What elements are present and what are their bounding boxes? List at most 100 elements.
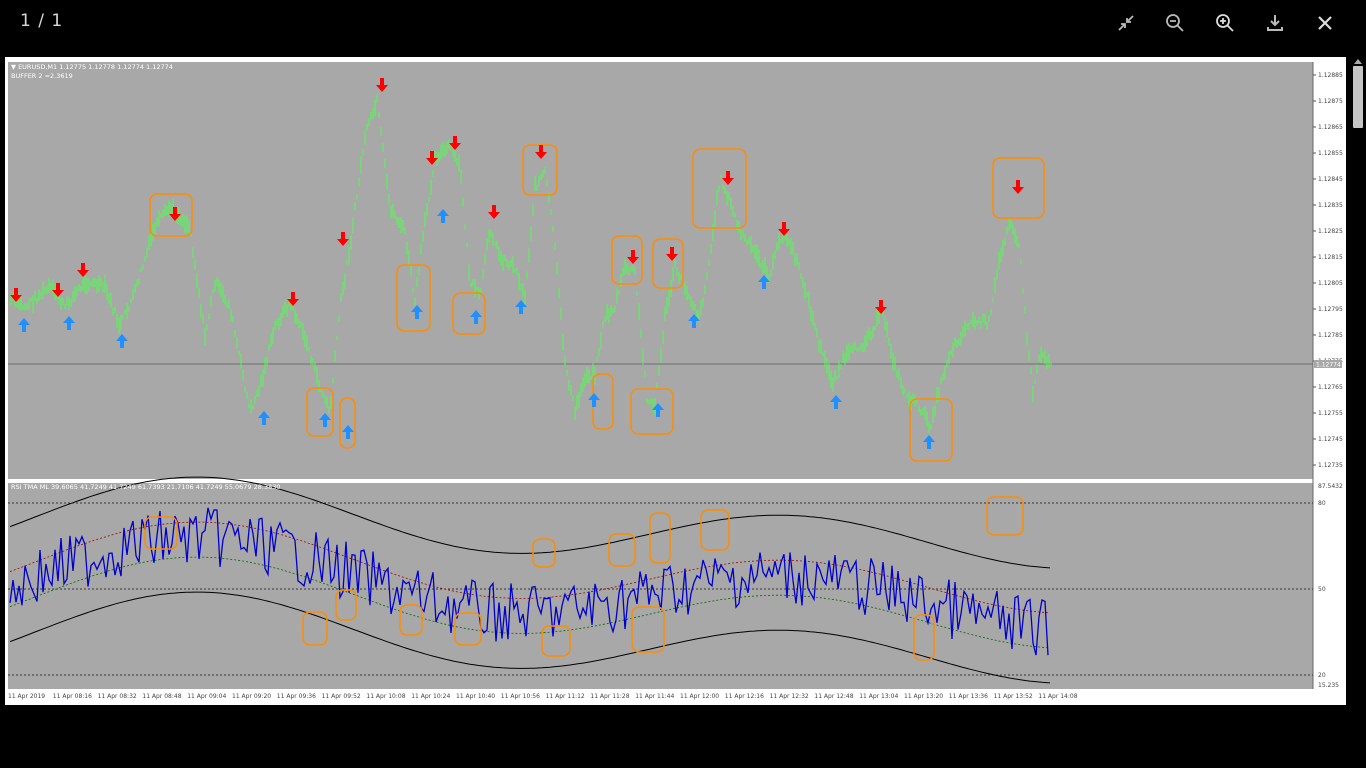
current-price-tag — [1314, 360, 1342, 368]
rsi-line — [9, 507, 1049, 656]
time-tick-label: 11 Apr 13:36 — [949, 693, 988, 700]
time-tick-label: 11 Apr 12:00 — [680, 693, 719, 700]
sell-arrow-icon — [426, 151, 438, 165]
highlight-box — [611, 235, 643, 285]
sell-arrow-icon — [627, 250, 639, 264]
sell-arrow-icon — [1012, 180, 1024, 194]
zoom-out-icon — [1166, 14, 1184, 32]
scrollbar-thumb[interactable] — [1353, 66, 1363, 128]
sell-arrow-icon — [449, 136, 461, 150]
time-tick-label: 11 Apr 11:28 — [590, 693, 629, 700]
price-tick-label: 1.12785 — [1318, 332, 1343, 339]
page-scrollbar[interactable] — [1350, 57, 1366, 705]
rsi-tick-label: 87.5432 — [1318, 483, 1343, 490]
time-tick-label: 11 Apr 08:48 — [142, 693, 181, 700]
highlight-box — [631, 606, 665, 653]
sell-arrow-icon — [77, 263, 89, 277]
buy-arrow-icon — [652, 403, 664, 417]
time-tick-label: 11 Apr 10:08 — [366, 693, 405, 700]
buy-arrow-icon — [437, 209, 449, 223]
close-button[interactable] — [1312, 10, 1338, 36]
highlight-box — [452, 292, 486, 335]
price-tick-label: 1.12885 — [1318, 72, 1343, 79]
buy-arrow-icon — [470, 310, 482, 324]
highlight-box — [396, 264, 431, 332]
price-tick-label: 1.12805 — [1318, 280, 1343, 287]
highlight-box — [532, 538, 556, 568]
highlight-box — [649, 512, 671, 564]
scroll-up-icon[interactable] — [1353, 57, 1363, 65]
time-tick-label: 11 Apr 14:08 — [1038, 693, 1077, 700]
highlight-box — [692, 148, 747, 229]
price-tick-label: 1.12745 — [1318, 436, 1343, 443]
rsi-axis-labels: 87.5432 80 50 20 15.235 — [1318, 483, 1343, 689]
price-tick-label: 1.12865 — [1318, 124, 1343, 131]
buy-arrow-icon — [342, 425, 354, 439]
buy-arrow-icon — [758, 275, 770, 289]
highlight-box — [339, 397, 356, 449]
current-price-label: 1.12774 — [1316, 362, 1341, 369]
image-counter: 1 / 1 — [20, 11, 64, 31]
highlight-box — [630, 388, 674, 435]
download-button[interactable] — [1262, 10, 1288, 36]
zoom-in-button[interactable] — [1212, 10, 1238, 36]
rsi-tick-label: 80 — [1318, 500, 1326, 507]
sell-arrow-icon — [52, 283, 64, 297]
price-tick-label: 1.12845 — [1318, 176, 1343, 183]
time-tick-label: 11 Apr 13:20 — [904, 693, 943, 700]
sell-arrow-icon — [10, 288, 22, 302]
sell-arrow-icon — [778, 222, 790, 236]
exit-fullscreen-button[interactable] — [1113, 10, 1139, 36]
buy-arrow-icon — [63, 316, 75, 330]
time-tick-label: 11 Apr 09:36 — [277, 693, 316, 700]
price-tick-label: 1.12875 — [1318, 98, 1343, 105]
rsi-band-mid-green — [9, 556, 1051, 649]
sell-arrow-icon — [287, 292, 299, 306]
time-tick-label: 11 Apr 12:32 — [770, 693, 809, 700]
price-candles — [10, 94, 1052, 434]
time-tick-label: 11 Apr 10:24 — [411, 693, 450, 700]
time-tick-label: 11 Apr 08:32 — [98, 693, 137, 700]
time-tick-label: 11 Apr 13:52 — [994, 693, 1033, 700]
viewer-toolbar: 1 / 1 — [0, 0, 1366, 46]
zoom-in-icon — [1216, 14, 1234, 32]
highlight-box — [652, 238, 684, 289]
zoom-out-button[interactable] — [1162, 10, 1188, 36]
highlight-box — [306, 387, 334, 437]
time-tick-label: 11 Apr 11:44 — [635, 693, 674, 700]
time-tick-label: 11 Apr 13:04 — [859, 693, 898, 700]
buy-arrow-icon — [18, 318, 30, 332]
highlight-box — [700, 509, 730, 551]
sell-arrow-icon — [666, 247, 678, 261]
signal-arrows — [10, 78, 1024, 449]
time-tick-label: 11 Apr 09:52 — [322, 693, 361, 700]
highlight-box — [992, 157, 1045, 219]
image-viewer: ▼ EURUSD,M1 1.12775 1.12778 1.12774 1.12… — [5, 57, 1346, 705]
chart-symbol-header: ▼ EURUSD,M1 1.12775 1.12778 1.12774 1.12… — [11, 63, 173, 71]
rsi-bands — [9, 476, 1051, 684]
sell-arrow-icon — [376, 78, 388, 92]
buy-arrow-icon — [258, 411, 270, 425]
price-tick-label: 1.12815 — [1318, 254, 1343, 261]
buy-arrow-icon — [515, 300, 527, 314]
highlight-box — [909, 398, 953, 462]
chart-buffer-header: BUFFER 2 =2.3619 — [11, 72, 73, 80]
rsi-indicator-header: RSI TMA ML 39.6065 41.7249 41.7249 61.73… — [11, 483, 281, 491]
buy-arrow-icon — [588, 393, 600, 407]
highlight-box — [913, 614, 935, 661]
price-axis — [1313, 62, 1343, 480]
download-icon — [1267, 15, 1283, 31]
time-tick-label: 11 Apr 10:40 — [456, 693, 495, 700]
time-tick-label: 11 Apr 08:16 — [53, 693, 92, 700]
sell-arrow-icon — [535, 145, 547, 159]
price-tick-label: 1.12765 — [1318, 384, 1343, 391]
highlight-box — [986, 496, 1024, 536]
time-axis-labels: 11 Apr 2019 11 Apr 08:16 11 Apr 08:32 11 Ap… — [8, 693, 1078, 700]
buy-arrow-icon — [116, 334, 128, 348]
highlight-box — [149, 193, 193, 237]
highlight-box — [302, 611, 328, 646]
highlight-box — [399, 604, 423, 636]
buy-arrow-icon — [688, 314, 700, 328]
rsi-tick-label: 15.235 — [1318, 682, 1339, 689]
highlight-box — [335, 589, 357, 621]
